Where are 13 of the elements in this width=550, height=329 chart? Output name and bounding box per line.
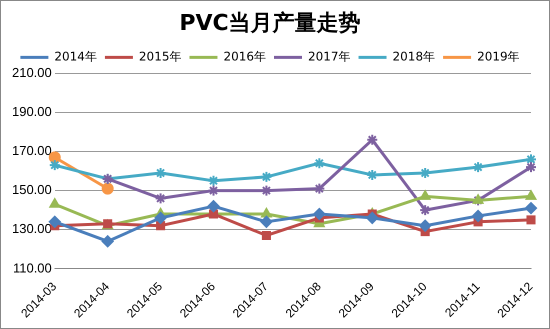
y-tick-label: 170.00 — [12, 143, 52, 158]
legend-label: 2019年 — [477, 50, 520, 64]
chart-title: PVC当月产量走势 — [179, 10, 361, 36]
y-tick-label: 210.00 — [12, 64, 52, 80]
legend-label: 2015年 — [138, 50, 182, 64]
legend-label: 2018年 — [392, 50, 436, 64]
legend-label: 2016年 — [223, 50, 266, 64]
y-tick-label: 150.00 — [12, 182, 52, 198]
legend-label: 2014年 — [54, 50, 97, 64]
y-tick-label: 110.00 — [12, 260, 52, 276]
y-tick-label: 190.00 — [12, 104, 52, 120]
y-tick-label: 130.00 — [12, 221, 52, 236]
legend-label: 2017年 — [308, 50, 351, 64]
